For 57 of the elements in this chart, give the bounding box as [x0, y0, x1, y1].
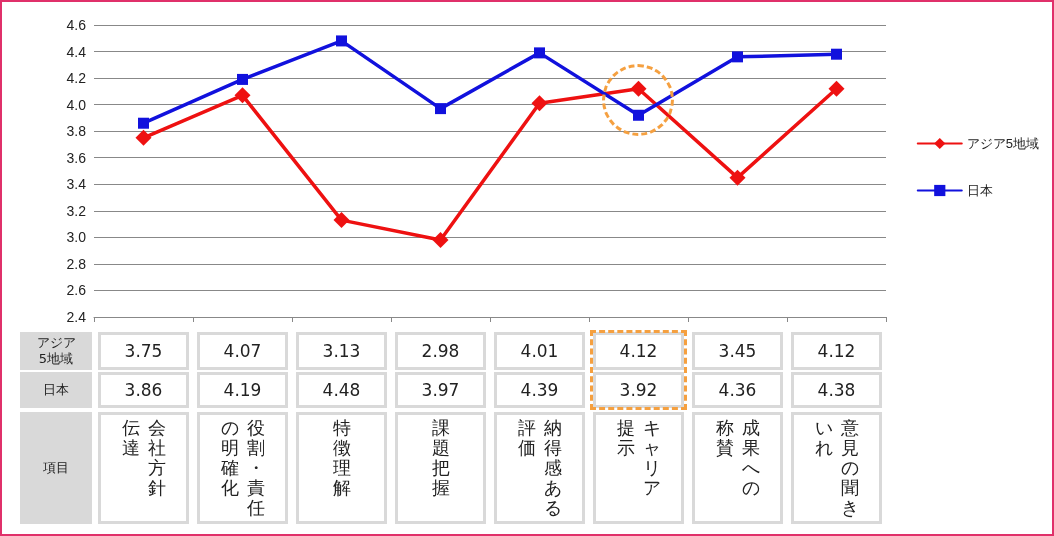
- y-tick-label: 4.4: [66, 43, 87, 60]
- data-label: 3.86: [124, 380, 163, 400]
- point: [633, 109, 644, 121]
- x-axis-title: 項目: [43, 460, 69, 476]
- point: [531, 95, 548, 112]
- point: [237, 73, 248, 85]
- data-label: 4.19: [223, 380, 262, 400]
- data-label: 4.01: [520, 341, 559, 361]
- data-label: 3.75: [124, 341, 163, 361]
- category-label: 意見の聞きいれ: [814, 417, 859, 518]
- data-label: 3.97: [421, 380, 460, 400]
- point: [732, 51, 743, 63]
- point: [435, 103, 446, 115]
- point: [828, 80, 845, 97]
- point: [234, 87, 251, 104]
- point: [831, 48, 842, 60]
- data-label: 4.12: [817, 341, 856, 361]
- data-label: 3.13: [322, 341, 361, 361]
- y-tick-label: 3.2: [66, 202, 87, 219]
- point: [534, 47, 545, 59]
- data-label: 2.98: [421, 341, 460, 361]
- y-tick-label: 4.2: [66, 70, 87, 87]
- data-label: 4.36: [718, 380, 757, 400]
- x-tick-label: 課題把握: [430, 417, 451, 500]
- legend-label: 日本: [966, 183, 993, 198]
- category-label: キャリア提示: [616, 417, 661, 498]
- y-tick-label: 2.4: [66, 309, 87, 325]
- category-label: 役割・責任の明確化: [220, 417, 265, 518]
- data-label: 4.38: [817, 380, 856, 400]
- category-label: 成果への称賛: [715, 417, 760, 498]
- y-tick-label: 3.8: [66, 123, 87, 140]
- point: [729, 169, 746, 186]
- x-tick-label: 特徴理解: [331, 417, 352, 500]
- y-tick-label: 4.0: [66, 96, 87, 113]
- legend-label: アジア5地域: [966, 136, 1039, 151]
- y-tick-label: 3.0: [66, 229, 87, 246]
- point: [432, 232, 449, 249]
- category-label: 納得感ある評価: [517, 417, 562, 518]
- y-tick-label: 4.6: [66, 17, 87, 33]
- text: アジア5地域: [36, 335, 76, 366]
- point: [135, 129, 152, 146]
- y-tick-label: 3.4: [66, 176, 87, 193]
- data-label: 4.39: [520, 380, 559, 400]
- data-label: 4.48: [322, 380, 361, 400]
- point: [336, 35, 347, 47]
- y-tick-label: 2.8: [66, 255, 87, 272]
- data-label: 4.12: [619, 341, 658, 361]
- y-tick-label: 3.6: [66, 149, 87, 166]
- data-label: 3.92: [619, 380, 658, 400]
- point: [333, 212, 350, 229]
- data-label: 4.07: [223, 341, 262, 361]
- category-label: 会社方針伝達: [121, 417, 166, 498]
- y-tick-label: 2.6: [66, 282, 87, 299]
- text: 日本: [43, 382, 69, 397]
- point: [138, 117, 149, 129]
- data-label: 3.45: [718, 341, 757, 361]
- point: [630, 80, 647, 97]
